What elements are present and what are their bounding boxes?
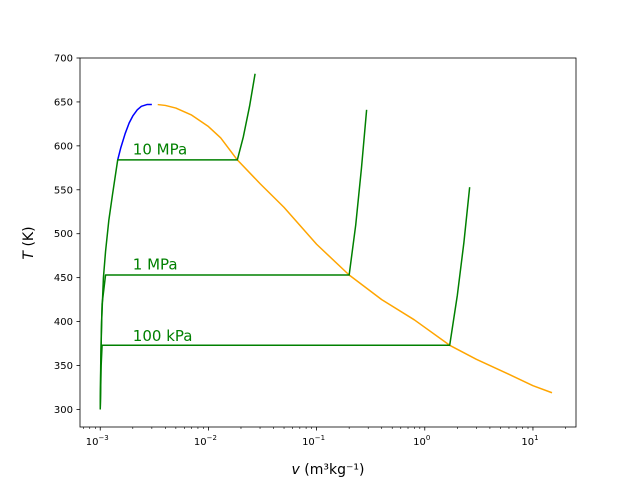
y-tick-label: 400 xyxy=(54,317,73,328)
y-tick-label: 550 xyxy=(54,185,73,196)
x-tick-exponent: 1 xyxy=(534,434,538,442)
x-tick-label: 10−1 xyxy=(302,434,325,448)
series-line-saturated-liquid xyxy=(116,103,152,161)
x-tick-exponent: −3 xyxy=(98,434,108,442)
x-tick-base: 10 xyxy=(86,437,99,448)
isobar-labels: 10 MPa 1 MPa 100 kPa xyxy=(133,141,193,345)
x-tick-base: 10 xyxy=(302,437,315,448)
y-axis-ticks: 300 350 400 450 500 550 600 650 700 xyxy=(54,54,80,416)
x-axis-label: v (m³kg⁻¹) xyxy=(292,462,365,478)
isobar-label-1mpa: 1 MPa xyxy=(133,256,178,274)
y-tick-label: 450 xyxy=(54,273,73,284)
y-tick-label: 700 xyxy=(54,54,73,65)
x-tick-label: 100 xyxy=(413,434,430,448)
series-line-saturated-vapor xyxy=(157,103,553,394)
x-tick-label: 10−3 xyxy=(86,434,109,448)
y-tick-label: 600 xyxy=(54,141,73,152)
x-axis-ticks: 10−3 10−2 10−1 100 101 xyxy=(83,427,566,448)
x-tick-label: 10−2 xyxy=(194,434,217,448)
series-line-isobar-10MPa xyxy=(99,73,256,410)
series-layer xyxy=(99,73,553,410)
x-tick-base: 10 xyxy=(413,437,426,448)
series-line-isobar-100kPa xyxy=(99,187,471,410)
x-tick-base: 10 xyxy=(521,437,534,448)
x-axis-var: v xyxy=(292,462,301,478)
y-axis-units: (K) xyxy=(21,226,37,251)
y-axis-label: T (K) xyxy=(21,226,37,259)
x-tick-exponent: −1 xyxy=(315,434,325,442)
x-axis-units: (m³kg⁻¹) xyxy=(300,462,365,478)
series-line-isobar-1MPa xyxy=(99,109,368,410)
y-tick-label: 300 xyxy=(54,405,73,416)
x-tick-label: 101 xyxy=(521,434,538,448)
x-tick-base: 10 xyxy=(194,437,207,448)
y-axis-var: T xyxy=(21,250,37,260)
x-tick-exponent: −2 xyxy=(207,434,217,442)
y-tick-label: 500 xyxy=(54,229,73,240)
isobar-label-100kpa: 100 kPa xyxy=(133,327,193,345)
y-tick-label: 350 xyxy=(54,361,73,372)
y-tick-label: 650 xyxy=(54,97,73,108)
x-tick-exponent: 0 xyxy=(426,434,430,442)
isobar-label-10mpa: 10 MPa xyxy=(133,141,187,159)
plot-area-frame xyxy=(79,57,577,428)
